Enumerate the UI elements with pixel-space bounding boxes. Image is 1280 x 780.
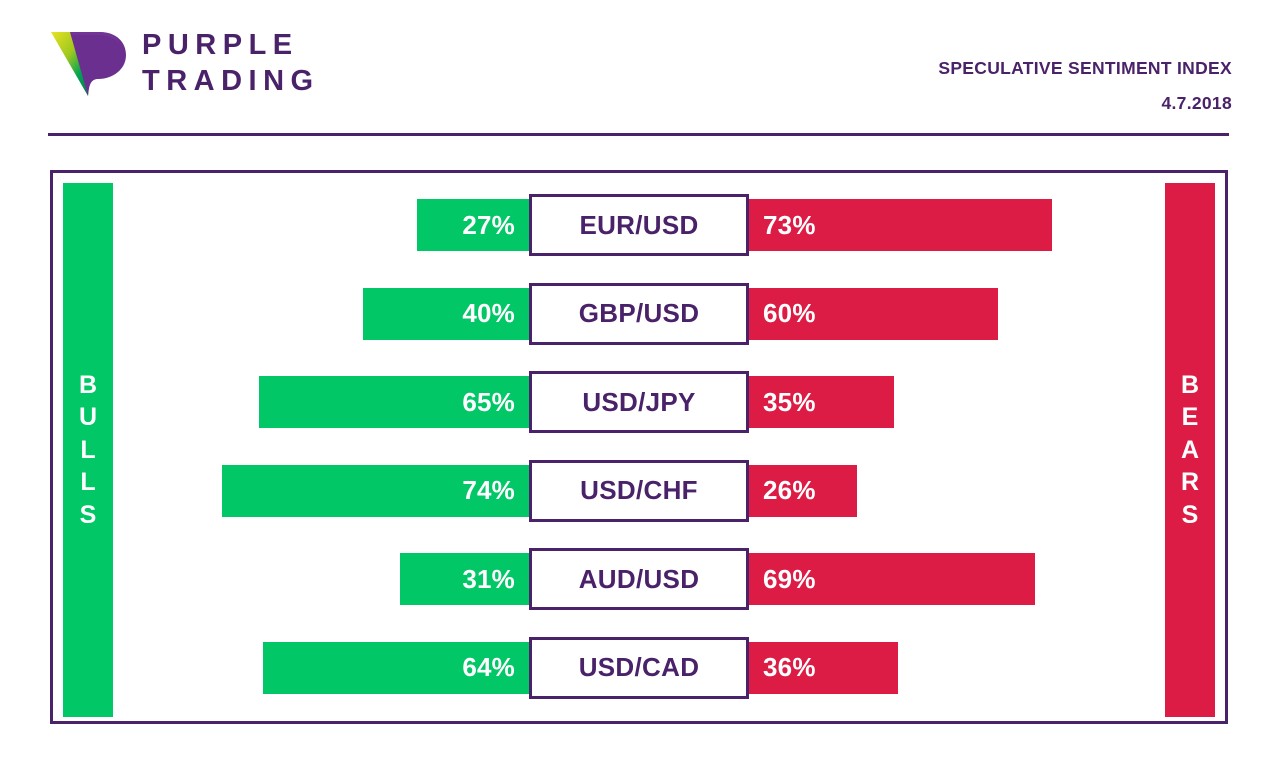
- currency-pair-label: AUD/USD: [578, 563, 700, 594]
- bear-side: 26%: [749, 464, 1225, 517]
- bulls-letter: U: [78, 403, 98, 432]
- bull-value-label: 64%: [462, 652, 515, 682]
- bears-letter: B: [1180, 370, 1200, 399]
- currency-pair-box[interactable]: USD/CAD: [529, 636, 749, 699]
- bull-bar[interactable]: 64%: [263, 641, 529, 694]
- currency-pair-box[interactable]: USD/JPY: [529, 371, 749, 433]
- bear-value-label: 73%: [763, 209, 816, 240]
- bulls-letter: L: [80, 468, 96, 497]
- bear-side: 69%: [749, 553, 1225, 605]
- bulls-letter: L: [80, 435, 96, 464]
- bull-value-label: 65%: [462, 386, 515, 417]
- bull-side: 64%: [53, 641, 529, 694]
- bears-letter: S: [1181, 500, 1199, 529]
- page-header: PURPLE TRADING SPECULATIVE SENTIMENT IND…: [0, 0, 1280, 136]
- bear-bar[interactable]: 26%: [749, 464, 857, 517]
- bull-bar[interactable]: 65%: [259, 376, 529, 428]
- bear-value-label: 26%: [763, 475, 816, 505]
- bull-bar[interactable]: 40%: [363, 287, 529, 340]
- report-heading: SPECULATIVE SENTIMENT INDEX 4.7.2018: [938, 58, 1232, 114]
- currency-pair-box[interactable]: GBP/USD: [529, 282, 749, 345]
- brand-logo[interactable]: PURPLE TRADING: [48, 26, 320, 100]
- sentiment-row: 74% USD/CHF 26%: [53, 459, 1225, 522]
- currency-pair-box[interactable]: USD/CHF: [529, 459, 749, 522]
- bear-side: 60%: [749, 287, 1225, 340]
- currency-pair-box[interactable]: EUR/USD: [529, 194, 749, 256]
- sentiment-row: 31% AUD/USD 69%: [53, 548, 1225, 610]
- brand-wordmark: PURPLE TRADING: [142, 28, 320, 97]
- bull-side: 74%: [53, 464, 529, 517]
- currency-pair-label: GBP/USD: [578, 298, 700, 328]
- purple-trading-leaf-icon: [48, 26, 126, 100]
- bull-value-label: 31%: [462, 563, 515, 594]
- bull-bar[interactable]: 27%: [417, 199, 529, 251]
- currency-pair-label: EUR/USD: [579, 209, 699, 240]
- bear-side: 35%: [749, 376, 1225, 428]
- bear-side: 36%: [749, 641, 1225, 694]
- sentiment-row: 64% USD/CAD 36%: [53, 636, 1225, 699]
- bull-value-label: 74%: [462, 475, 515, 505]
- bear-bar[interactable]: 35%: [749, 376, 894, 428]
- bear-value-label: 35%: [763, 386, 816, 417]
- bear-value-label: 60%: [763, 298, 816, 328]
- bulls-letter: B: [78, 370, 98, 399]
- sentiment-row: 65% USD/JPY 35%: [53, 371, 1225, 433]
- header-divider: [48, 133, 1229, 136]
- bear-bar[interactable]: 73%: [749, 199, 1052, 251]
- sentiment-rows: 27% EUR/USD 73% 40% GBP/USD 60% 65% USD/JPY 35% 7…: [53, 173, 1225, 721]
- bear-bar[interactable]: 69%: [749, 553, 1035, 605]
- brand-line-1: PURPLE: [142, 28, 299, 61]
- bull-side: 27%: [53, 199, 529, 251]
- bear-bar[interactable]: 36%: [749, 641, 898, 694]
- bull-side: 40%: [53, 287, 529, 340]
- currency-pair-label: USD/CHF: [580, 475, 698, 505]
- bears-letter: A: [1180, 435, 1200, 464]
- bear-value-label: 69%: [763, 563, 816, 594]
- sentiment-row: 40% GBP/USD 60%: [53, 282, 1225, 345]
- brand-line-2: TRADING: [142, 64, 320, 97]
- bears-letter: E: [1181, 403, 1199, 432]
- bull-bar[interactable]: 31%: [400, 553, 529, 605]
- bulls-letter: S: [79, 500, 97, 529]
- currency-pair-label: USD/CAD: [578, 652, 700, 682]
- bull-value-label: 40%: [462, 298, 515, 328]
- report-title: SPECULATIVE SENTIMENT INDEX: [938, 58, 1232, 78]
- report-date: 4.7.2018: [1161, 93, 1232, 113]
- sentiment-row: 27% EUR/USD 73%: [53, 194, 1225, 256]
- currency-pair-label: USD/JPY: [582, 386, 696, 417]
- bull-bar[interactable]: 74%: [222, 464, 529, 517]
- bear-value-label: 36%: [763, 652, 816, 682]
- bears-letter: R: [1180, 468, 1200, 497]
- currency-pair-box[interactable]: AUD/USD: [529, 548, 749, 610]
- bull-side: 65%: [53, 376, 529, 428]
- bull-side: 31%: [53, 553, 529, 605]
- bear-bar[interactable]: 60%: [749, 287, 998, 340]
- bear-side: 73%: [749, 199, 1225, 251]
- bull-value-label: 27%: [462, 209, 515, 240]
